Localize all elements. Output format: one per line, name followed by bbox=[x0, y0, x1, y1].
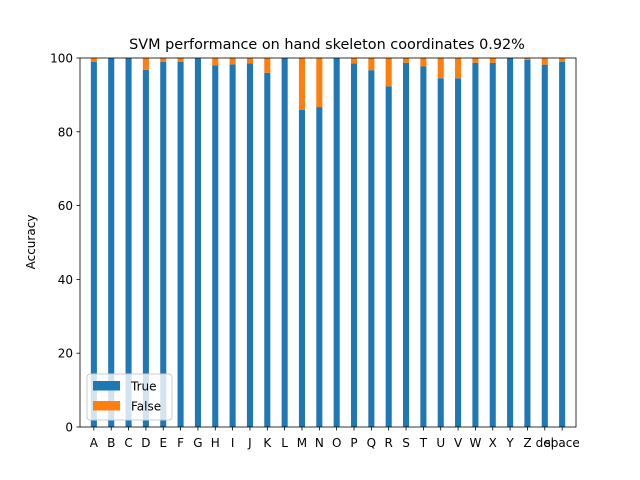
bar-false-U bbox=[437, 58, 444, 79]
x-tick-label: space bbox=[545, 436, 580, 450]
bar-true-B bbox=[108, 58, 115, 427]
y-tick-label: 60 bbox=[58, 199, 73, 213]
bar-false-space bbox=[559, 58, 566, 62]
bar-false-del bbox=[541, 58, 548, 65]
x-tick-label: C bbox=[124, 436, 132, 450]
y-tick-label: 40 bbox=[58, 273, 73, 287]
x-tick-label: F bbox=[177, 436, 184, 450]
x-tick-label: del bbox=[536, 436, 554, 450]
bar-true-space bbox=[559, 61, 566, 427]
bar-true-T bbox=[420, 66, 427, 427]
bar-true-Y bbox=[507, 58, 514, 427]
chart-title: SVM performance on hand skeleton coordin… bbox=[129, 37, 525, 53]
bar-false-W bbox=[472, 58, 479, 63]
bar-true-F bbox=[177, 61, 184, 427]
x-tick-label: H bbox=[211, 436, 220, 450]
bar-true-Z bbox=[524, 59, 531, 427]
x-tick-label: D bbox=[141, 436, 150, 450]
legend-swatch-false bbox=[93, 401, 120, 411]
bar-true-O bbox=[333, 58, 340, 427]
x-tick-label: N bbox=[315, 436, 324, 450]
bar-false-J bbox=[246, 58, 253, 64]
bar-false-Q bbox=[368, 58, 375, 71]
bar-false-Z bbox=[524, 58, 531, 60]
bar-true-V bbox=[455, 78, 462, 428]
bar-false-A bbox=[90, 58, 97, 62]
bar-false-R bbox=[385, 58, 392, 87]
x-tick-label: L bbox=[281, 436, 288, 450]
bar-true-R bbox=[385, 86, 392, 428]
plot-area bbox=[79, 57, 577, 428]
x-tick-label: U bbox=[436, 436, 445, 450]
bar-false-X bbox=[489, 58, 496, 63]
bar-true-N bbox=[316, 107, 323, 428]
x-tick-label: P bbox=[350, 436, 357, 450]
bar-true-U bbox=[437, 78, 444, 428]
x-tick-label: B bbox=[107, 436, 115, 450]
bar-false-H bbox=[212, 58, 219, 66]
bar-false-E bbox=[160, 58, 167, 62]
y-tick-label: 20 bbox=[58, 347, 73, 361]
x-tick-label: S bbox=[402, 436, 410, 450]
x-tick-label: Y bbox=[505, 436, 514, 450]
bar-true-D bbox=[142, 69, 149, 428]
bar-true-L bbox=[281, 58, 288, 427]
x-tick-label: V bbox=[454, 436, 463, 450]
bar-false-V bbox=[455, 58, 462, 79]
bar-true-S bbox=[403, 62, 410, 428]
legend: True False bbox=[86, 373, 173, 421]
bar-false-S bbox=[403, 58, 410, 63]
bar-true-I bbox=[229, 64, 236, 427]
x-tick-label: K bbox=[263, 436, 272, 450]
x-tick-label: E bbox=[159, 436, 167, 450]
bar-true-A bbox=[90, 61, 97, 427]
bar-true-E bbox=[160, 61, 167, 427]
bar-true-del bbox=[541, 64, 548, 427]
x-tick-label: O bbox=[332, 436, 341, 450]
y-tick-label: 0 bbox=[65, 421, 73, 435]
bar-false-F bbox=[177, 58, 184, 62]
legend-label-true: True bbox=[130, 380, 157, 394]
bar-true-P bbox=[350, 63, 358, 427]
bar-false-I bbox=[229, 58, 236, 65]
x-tick-label: W bbox=[469, 436, 481, 450]
legend-label-false: False bbox=[131, 400, 161, 414]
bar-true-H bbox=[212, 65, 219, 427]
x-tick-label: T bbox=[419, 436, 428, 450]
y-tick-label: 80 bbox=[58, 125, 73, 139]
bar-false-D bbox=[142, 58, 149, 70]
bar-false-M bbox=[298, 58, 306, 110]
bar-true-Q bbox=[368, 70, 375, 427]
y-axis-label: Accuracy bbox=[24, 215, 38, 270]
bar-false-P bbox=[350, 58, 358, 64]
bar-true-K bbox=[264, 72, 271, 427]
x-tick-label: R bbox=[385, 436, 393, 450]
x-tick-label: X bbox=[489, 436, 497, 450]
bar-true-M bbox=[298, 109, 306, 427]
y-axis: 0 20 40 60 80 100 bbox=[50, 52, 80, 435]
x-tick-label: J bbox=[247, 436, 252, 450]
x-tick-label: G bbox=[193, 436, 202, 450]
x-tick-label: M bbox=[297, 436, 307, 450]
bar-true-G bbox=[194, 58, 201, 427]
bar-true-C bbox=[125, 58, 132, 427]
y-tick-label: 100 bbox=[50, 52, 73, 66]
bar-false-T bbox=[420, 58, 427, 67]
bar-true-J bbox=[246, 63, 253, 427]
x-tick-label: Z bbox=[523, 436, 531, 450]
legend-swatch-true bbox=[93, 381, 120, 391]
bar-false-K bbox=[264, 58, 271, 73]
bar-true-X bbox=[489, 62, 496, 428]
x-tick-label: A bbox=[90, 436, 99, 450]
bar-true-W bbox=[472, 62, 479, 428]
x-tick-label: I bbox=[231, 436, 235, 450]
x-tick-label: Q bbox=[367, 436, 376, 450]
bar-false-N bbox=[316, 58, 323, 108]
plot-frame bbox=[79, 57, 577, 428]
